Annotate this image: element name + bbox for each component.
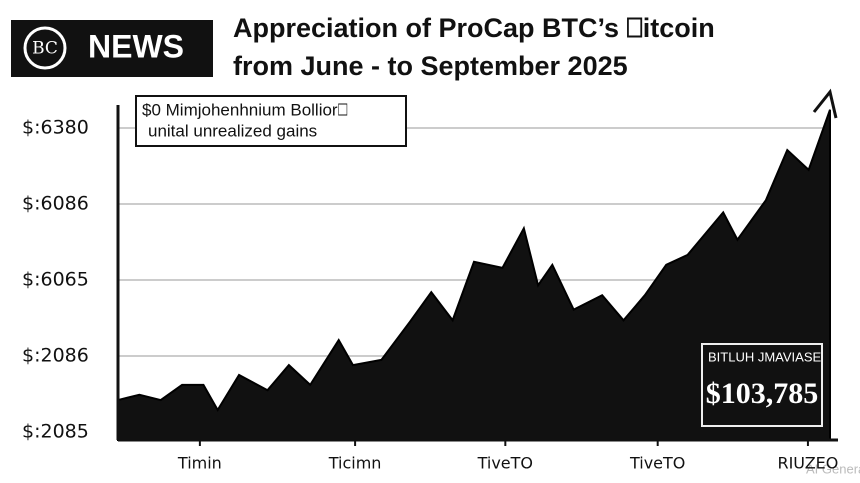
callout-label: BITLUH JMAVIASE [708, 349, 822, 364]
arrow-head [812, 88, 838, 119]
y-tick-label: $:6380 [22, 117, 89, 139]
x-tick-label: RIUZEO [777, 454, 838, 473]
y-tick-label: $:6086 [22, 193, 89, 215]
annotation-text: $0 Mimjohenhnium Bollior⎕ [142, 100, 348, 119]
x-tick-label: Timin [177, 454, 222, 473]
y-tick-label: $:6065 [22, 269, 89, 291]
y-tick-label: $:2086 [22, 345, 89, 367]
annotation-text: unital unrealized gains [148, 121, 317, 140]
watermark: AI Generated [806, 461, 860, 476]
chart-title: from June - to September 2025 [233, 51, 628, 81]
logo-mark: BC [32, 39, 58, 59]
logo-text: NEWS [88, 28, 184, 64]
annotation-box [135, 95, 407, 147]
x-tick-label: TiveTO [477, 454, 533, 473]
chart-title: Appreciation of ProCap BTC’s ⎕itcoin [233, 13, 715, 43]
callout-box [701, 343, 823, 427]
x-tick-label: TiveTO [629, 454, 685, 473]
logo-circle [23, 26, 67, 70]
callout-value: $103,785 [706, 377, 819, 410]
x-tick-label: Ticimn [328, 454, 382, 473]
y-tick-label: $:2085 [22, 421, 89, 443]
area [117, 109, 831, 441]
